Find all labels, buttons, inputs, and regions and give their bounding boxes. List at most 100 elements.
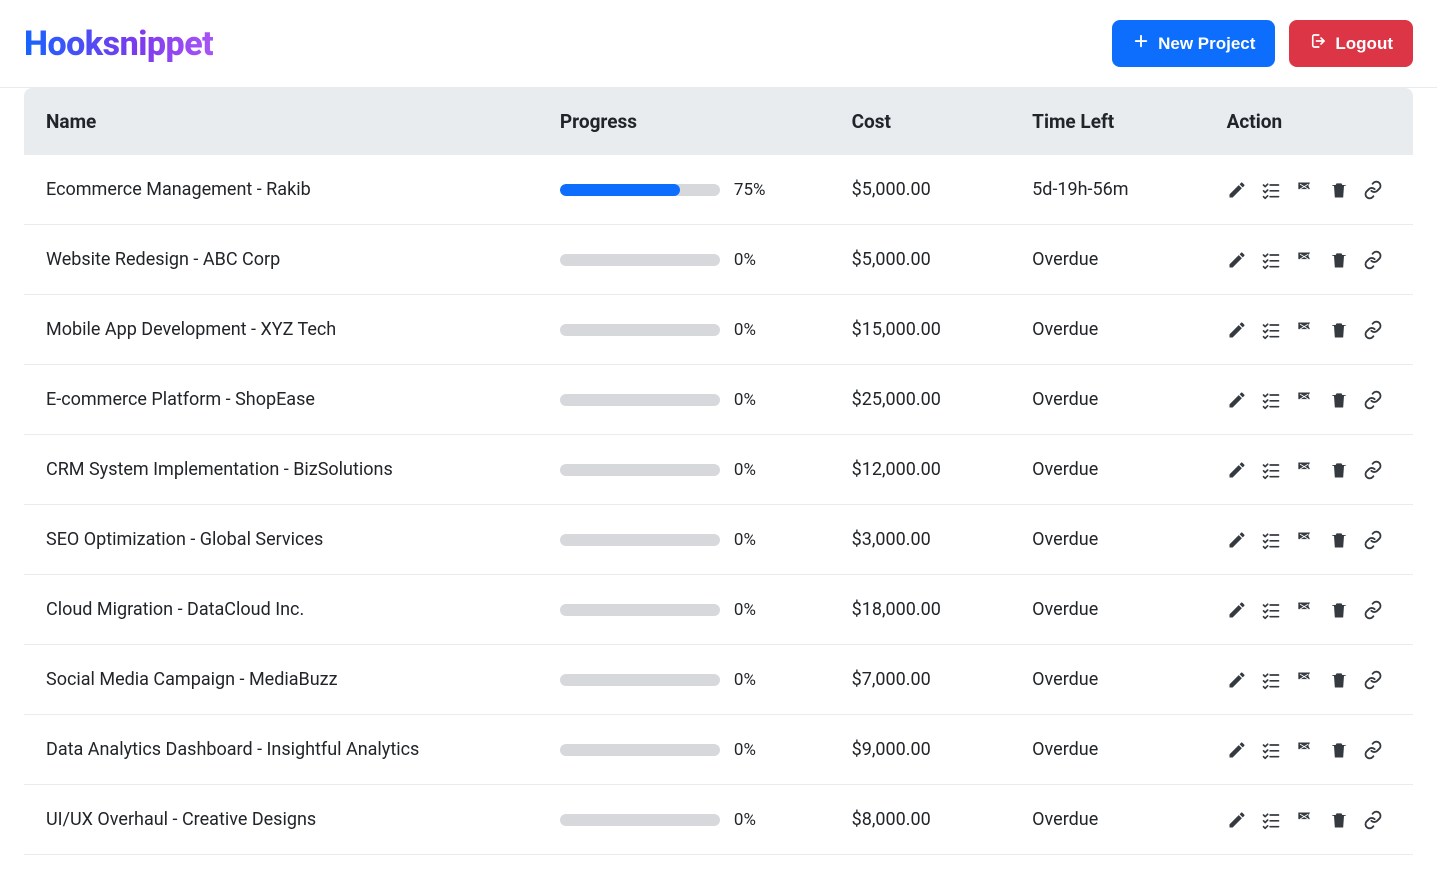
trash-icon[interactable]: [1329, 390, 1349, 410]
edit-icon[interactable]: [1227, 530, 1247, 550]
progress-label: 0%: [734, 600, 756, 620]
project-actions: [1205, 715, 1413, 785]
progress-bar: [560, 394, 720, 406]
progress-label: 0%: [734, 810, 756, 830]
link-icon[interactable]: [1363, 670, 1383, 690]
flag-icon[interactable]: [1295, 180, 1315, 200]
project-cost: $12,000.00: [830, 435, 1011, 505]
project-cost: $7,000.00: [830, 645, 1011, 715]
project-name: Mobile App Development - XYZ Tech: [24, 295, 538, 365]
edit-icon[interactable]: [1227, 320, 1247, 340]
edit-icon[interactable]: [1227, 600, 1247, 620]
tasks-icon[interactable]: [1261, 180, 1281, 200]
link-icon[interactable]: [1363, 320, 1383, 340]
progress-bar: [560, 534, 720, 546]
logout-button[interactable]: Logout: [1289, 20, 1413, 67]
trash-icon[interactable]: [1329, 670, 1349, 690]
trash-icon[interactable]: [1329, 180, 1349, 200]
logout-label: Logout: [1335, 34, 1393, 54]
project-actions: [1205, 295, 1413, 365]
new-project-label: New Project: [1158, 34, 1255, 54]
progress-bar: [560, 604, 720, 616]
trash-icon[interactable]: [1329, 740, 1349, 760]
page-header: Hooksnippet New Project Logout: [0, 0, 1437, 88]
plus-icon: [1132, 32, 1150, 55]
progress-bar: [560, 464, 720, 476]
flag-icon[interactable]: [1295, 600, 1315, 620]
project-progress: 0%: [538, 785, 830, 855]
project-cost: $18,000.00: [830, 575, 1011, 645]
project-time-left: Overdue: [1010, 435, 1204, 505]
tasks-icon[interactable]: [1261, 320, 1281, 340]
edit-icon[interactable]: [1227, 180, 1247, 200]
project-progress: 0%: [538, 575, 830, 645]
project-cost: $15,000.00: [830, 295, 1011, 365]
trash-icon[interactable]: [1329, 320, 1349, 340]
col-header-action: Action: [1205, 88, 1413, 155]
table-row: Social Media Campaign - MediaBuzz0%$7,00…: [24, 645, 1413, 715]
project-progress: 0%: [538, 435, 830, 505]
tasks-icon[interactable]: [1261, 670, 1281, 690]
project-progress: 0%: [538, 715, 830, 785]
trash-icon[interactable]: [1329, 810, 1349, 830]
table-row: E-commerce Platform - ShopEase0%$25,000.…: [24, 365, 1413, 435]
project-time-left: Overdue: [1010, 365, 1204, 435]
link-icon[interactable]: [1363, 180, 1383, 200]
trash-icon[interactable]: [1329, 250, 1349, 270]
table-row: Website Redesign - ABC Corp0%$5,000.00Ov…: [24, 225, 1413, 295]
link-icon[interactable]: [1363, 600, 1383, 620]
edit-icon[interactable]: [1227, 390, 1247, 410]
edit-icon[interactable]: [1227, 250, 1247, 270]
new-project-button[interactable]: New Project: [1112, 20, 1275, 67]
tasks-icon[interactable]: [1261, 530, 1281, 550]
edit-icon[interactable]: [1227, 460, 1247, 480]
flag-icon[interactable]: [1295, 670, 1315, 690]
projects-table: Name Progress Cost Time Left Action Ecom…: [24, 88, 1413, 855]
project-name: E-commerce Platform - ShopEase: [24, 365, 538, 435]
progress-fill: [560, 184, 680, 196]
project-name: Social Media Campaign - MediaBuzz: [24, 645, 538, 715]
progress-label: 0%: [734, 460, 756, 480]
project-name: CRM System Implementation - BizSolutions: [24, 435, 538, 505]
flag-icon[interactable]: [1295, 460, 1315, 480]
project-actions: [1205, 435, 1413, 505]
project-name: Cloud Migration - DataCloud Inc.: [24, 575, 538, 645]
tasks-icon[interactable]: [1261, 740, 1281, 760]
flag-icon[interactable]: [1295, 740, 1315, 760]
project-progress: 0%: [538, 505, 830, 575]
flag-icon[interactable]: [1295, 390, 1315, 410]
progress-bar: [560, 744, 720, 756]
progress-label: 0%: [734, 250, 756, 270]
tasks-icon[interactable]: [1261, 460, 1281, 480]
flag-icon[interactable]: [1295, 530, 1315, 550]
link-icon[interactable]: [1363, 810, 1383, 830]
tasks-icon[interactable]: [1261, 810, 1281, 830]
project-time-left: Overdue: [1010, 295, 1204, 365]
edit-icon[interactable]: [1227, 810, 1247, 830]
table-row: Data Analytics Dashboard - Insightful An…: [24, 715, 1413, 785]
trash-icon[interactable]: [1329, 460, 1349, 480]
col-header-name: Name: [24, 88, 538, 155]
tasks-icon[interactable]: [1261, 600, 1281, 620]
trash-icon[interactable]: [1329, 530, 1349, 550]
table-row: UI/UX Overhaul - Creative Designs0%$8,00…: [24, 785, 1413, 855]
link-icon[interactable]: [1363, 530, 1383, 550]
tasks-icon[interactable]: [1261, 250, 1281, 270]
project-progress: 0%: [538, 365, 830, 435]
link-icon[interactable]: [1363, 740, 1383, 760]
project-actions: [1205, 505, 1413, 575]
project-time-left: Overdue: [1010, 715, 1204, 785]
project-time-left: Overdue: [1010, 575, 1204, 645]
flag-icon[interactable]: [1295, 810, 1315, 830]
edit-icon[interactable]: [1227, 740, 1247, 760]
trash-icon[interactable]: [1329, 600, 1349, 620]
table-row: Cloud Migration - DataCloud Inc. 0% $18,00…: [24, 575, 1413, 645]
link-icon[interactable]: [1363, 250, 1383, 270]
link-icon[interactable]: [1363, 460, 1383, 480]
flag-icon[interactable]: [1295, 320, 1315, 340]
edit-icon[interactable]: [1227, 670, 1247, 690]
flag-icon[interactable]: [1295, 250, 1315, 270]
link-icon[interactable]: [1363, 390, 1383, 410]
header-actions: New Project Logout: [1112, 20, 1413, 67]
tasks-icon[interactable]: [1261, 390, 1281, 410]
